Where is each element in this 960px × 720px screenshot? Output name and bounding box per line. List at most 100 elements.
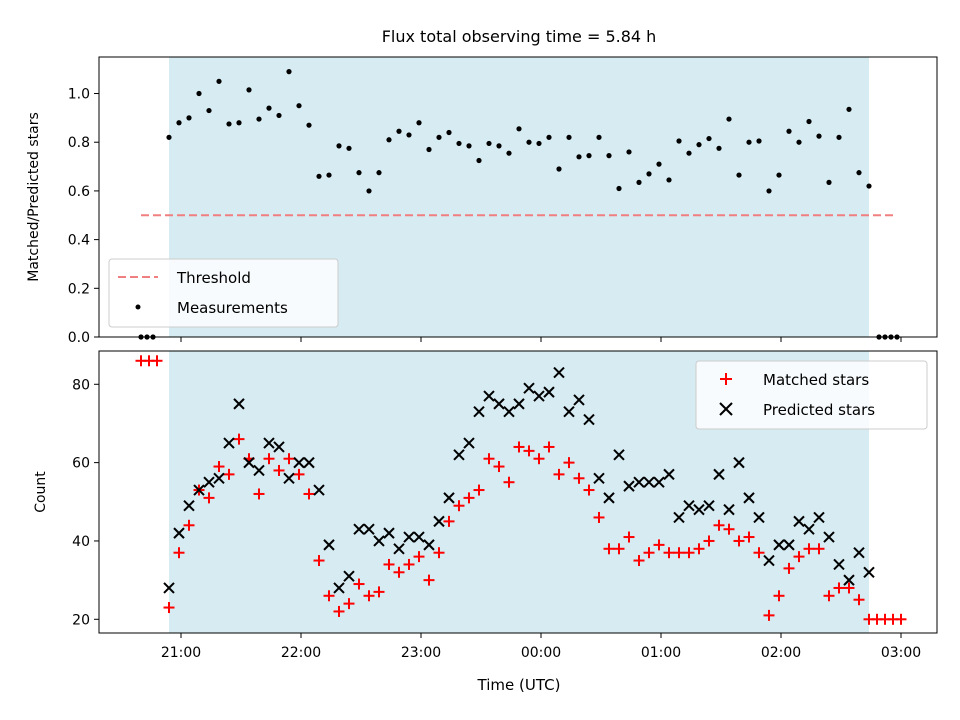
predicted-point <box>833 558 845 571</box>
x-tick-label: 21:00 <box>161 645 201 661</box>
ratio-legend: Threshold Measurements <box>108 258 339 328</box>
matched-point <box>233 433 245 445</box>
measurement-point <box>396 128 402 134</box>
measurement-point <box>266 105 272 111</box>
predicted-point <box>703 500 715 512</box>
matched-point <box>753 547 765 559</box>
x-tick-label: 23:00 <box>401 645 441 661</box>
threshold-legend-label: Threshold <box>176 269 251 287</box>
measurement-point <box>506 150 512 156</box>
matched-legend-label: Matched stars <box>763 371 869 389</box>
ratio-x-ticks <box>180 337 902 342</box>
predicted-point <box>683 500 695 512</box>
matched-point <box>443 515 455 527</box>
predicted-point <box>643 476 655 488</box>
predicted-point <box>303 456 315 469</box>
matched-point <box>573 472 585 484</box>
predicted-point <box>383 527 395 539</box>
measurement-point <box>806 118 812 125</box>
matched-point <box>853 594 865 606</box>
matched-point <box>733 535 745 547</box>
predicted-point <box>503 406 515 418</box>
measurement-point <box>756 138 762 144</box>
matched-point <box>583 484 595 496</box>
predicted-point <box>373 535 385 547</box>
measurement-point <box>546 134 552 140</box>
predicted-point <box>183 500 195 512</box>
predicted-point <box>363 523 375 535</box>
ratio-panel: 0.0 0.2 0.4 0.6 0.8 1.0 Matched/Predicted sta… <box>26 56 938 346</box>
count-plot-frame <box>98 350 938 634</box>
matched-point <box>423 574 435 586</box>
ratio-y-tick-label: 0.0 <box>68 330 90 346</box>
measurement-point <box>216 78 222 84</box>
count-y-tick-label: 40 <box>72 534 90 550</box>
matched-point <box>433 547 445 559</box>
predicted-point <box>263 437 275 449</box>
matched-point <box>313 555 325 567</box>
matched-point <box>673 547 685 559</box>
matched-point <box>293 468 305 480</box>
predicted-point <box>543 386 555 398</box>
predicted-point <box>723 503 735 516</box>
measurement-point <box>346 145 352 151</box>
predicted-point <box>463 437 475 449</box>
measurement-point <box>206 107 212 114</box>
measurement-point <box>166 134 172 140</box>
measurement-point <box>406 132 412 138</box>
x-tick-label: 22:00 <box>281 645 321 661</box>
matched-point <box>843 582 855 594</box>
predicted-point <box>473 406 485 418</box>
matched-point <box>713 519 725 531</box>
count-legend: Matched stars Predicted stars <box>695 360 928 430</box>
predicted-point <box>863 566 875 578</box>
x-axis-label: Time (UTC) <box>477 676 561 694</box>
predicted-point <box>753 511 765 524</box>
matched-point <box>343 598 355 610</box>
predicted-point <box>443 492 455 504</box>
count-y-axis: 20 40 60 80 <box>72 377 99 628</box>
predicted-point <box>523 382 535 394</box>
matched-point <box>663 547 675 559</box>
matched-point <box>263 453 275 465</box>
predicted-point <box>813 511 825 524</box>
ratio-legend-box <box>108 258 339 328</box>
predicted-point <box>613 449 625 461</box>
x-tick-label: 02:00 <box>761 645 801 661</box>
matched-point <box>333 605 345 617</box>
measurement-point <box>556 166 562 172</box>
predicted-point <box>823 531 835 543</box>
measurement-point <box>786 128 792 134</box>
matched-legend-marker <box>720 373 732 385</box>
ratio-y-tick-label: 0.4 <box>68 233 90 249</box>
measurement-point <box>236 120 242 126</box>
measurement-point <box>226 121 232 127</box>
predicted-point <box>413 531 425 543</box>
measurement-point <box>526 139 532 145</box>
ratio-y-tick-label: 0.8 <box>68 135 90 151</box>
predicted-point <box>323 539 335 551</box>
matched-point <box>683 547 695 559</box>
matched-point <box>223 468 235 480</box>
predicted-point <box>283 472 295 484</box>
measurement-point <box>646 171 652 177</box>
predicted-point <box>773 539 785 551</box>
matched-point <box>543 441 555 453</box>
measurement-point <box>796 139 802 145</box>
predicted-point <box>673 511 685 524</box>
matched-series <box>135 355 907 625</box>
measurement-point <box>686 150 692 156</box>
matched-point <box>603 543 615 555</box>
matched-point <box>803 543 815 555</box>
matched-point <box>783 562 795 574</box>
matched-point <box>303 488 315 500</box>
matched-point <box>613 543 625 555</box>
measurement-point <box>636 179 642 185</box>
matched-point <box>413 551 425 563</box>
matched-point <box>563 457 575 469</box>
predicted-point <box>163 582 175 594</box>
measurement-point <box>706 135 712 142</box>
predicted-point <box>343 570 355 582</box>
measurement-point <box>326 172 332 178</box>
predicted-point <box>783 539 795 551</box>
